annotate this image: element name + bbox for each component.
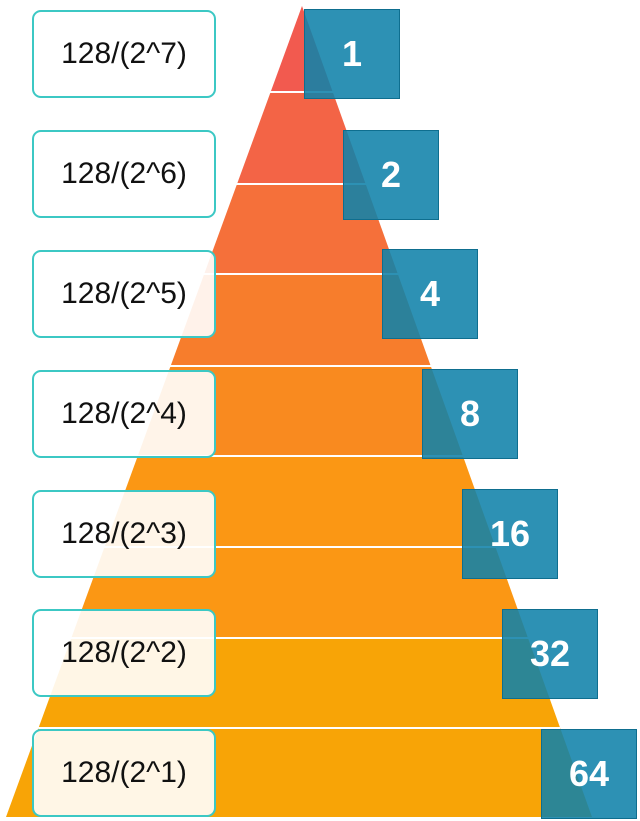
level-value-box-3: 4	[382, 249, 478, 339]
level-value-box-2: 2	[343, 130, 439, 220]
level-value-box-5: 16	[462, 489, 558, 579]
level-label-3: 128/(2^5)	[32, 250, 216, 338]
pyramid-band-5	[138, 367, 463, 455]
level-value-box-1: 1	[304, 9, 400, 99]
pyramid-band-4	[170, 275, 431, 365]
pyramid-band-2	[237, 93, 366, 183]
level-label-2: 128/(2^6)	[32, 130, 216, 218]
level-value-box-7: 64	[541, 729, 637, 819]
level-label-7: 128/(2^1)	[32, 729, 216, 817]
level-label-1: 128/(2^7)	[32, 10, 216, 98]
level-value-box-6: 32	[502, 609, 598, 699]
level-label-6: 128/(2^2)	[32, 609, 216, 697]
level-label-4: 128/(2^4)	[32, 370, 216, 458]
level-label-5: 128/(2^3)	[32, 490, 216, 578]
level-value-box-4: 8	[422, 369, 518, 459]
